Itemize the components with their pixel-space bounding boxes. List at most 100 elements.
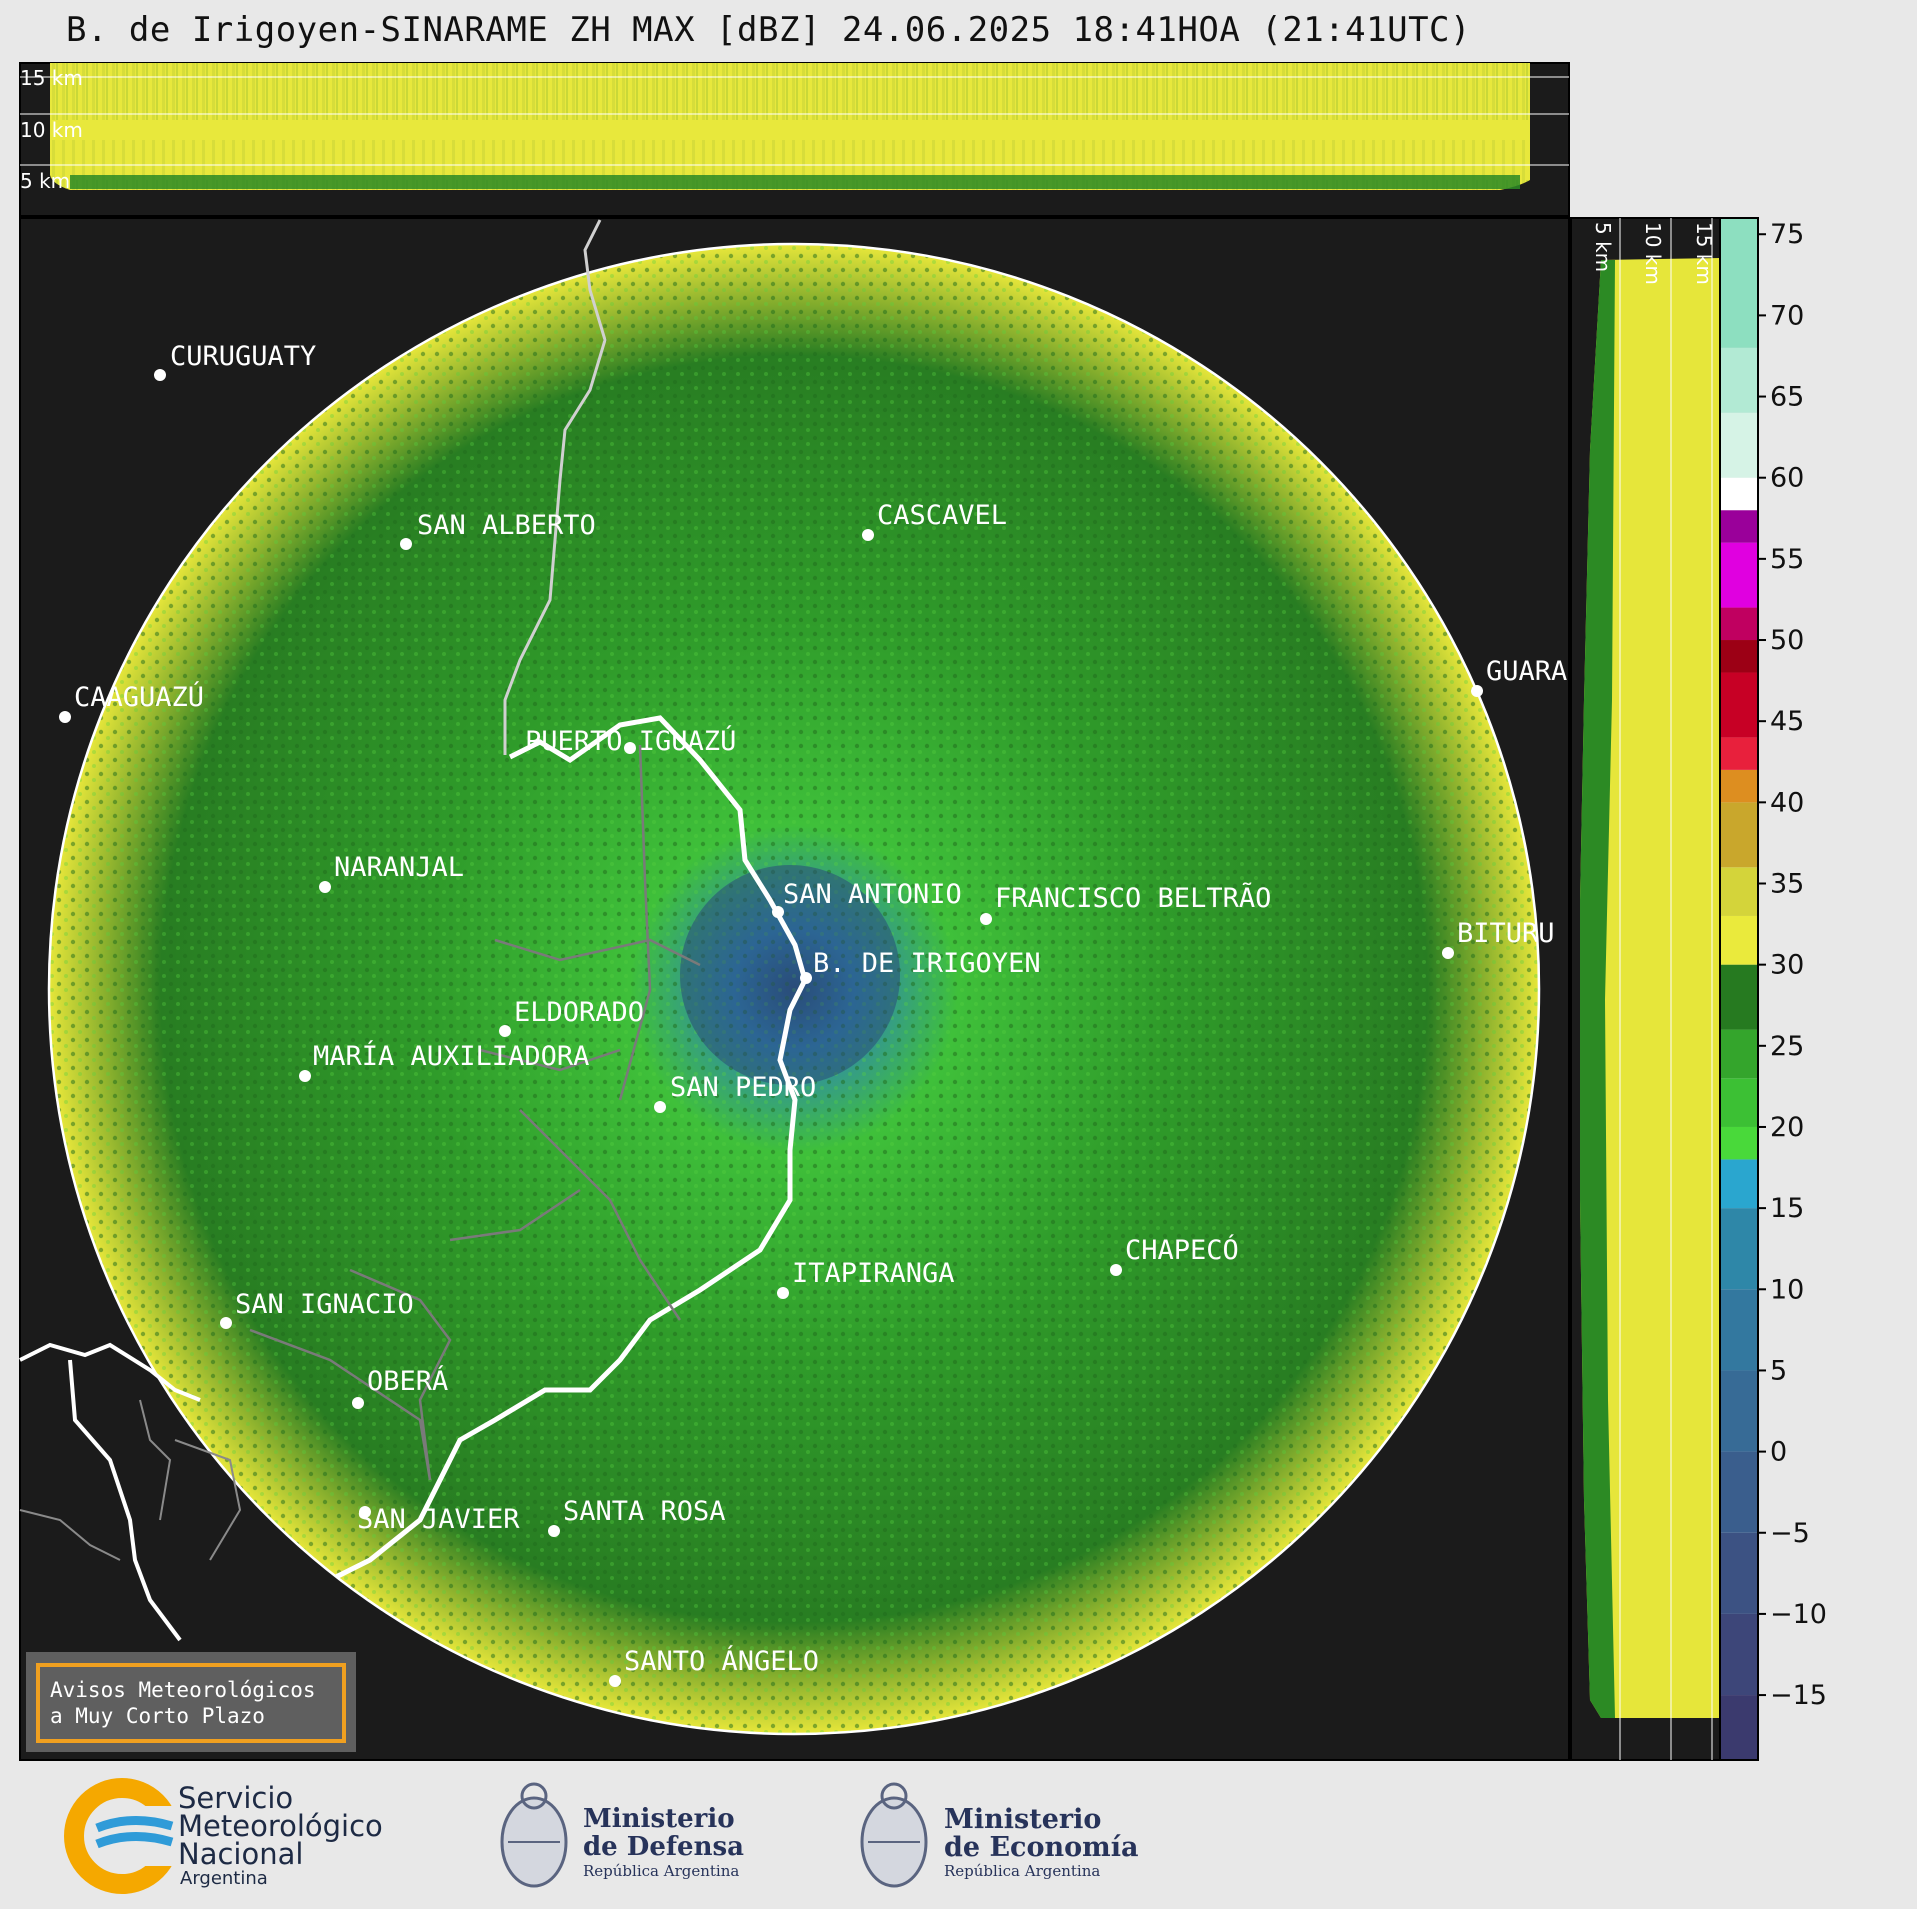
city-label: SAN JAVIER [357,1504,520,1535]
city-marker [499,1025,511,1037]
smn-name-3: Nacional [178,1837,304,1871]
colorbar-tick-label: 50 [1770,625,1804,656]
colorbar-band [1720,1289,1758,1371]
economia-line-1: Ministerio [944,1804,1102,1835]
colorbar-band [1720,347,1758,413]
economia-shield-icon [860,1782,928,1888]
colorbar-tick-label: 40 [1770,787,1804,818]
side-label-15km: 15 km [1692,222,1716,285]
top-panel-low-band [70,175,1520,189]
city-chapeco: CHAPECÓ [1110,1234,1239,1276]
city-marker [352,1397,364,1409]
city-label: SAN PEDRO [670,1072,816,1103]
colorbar-band [1720,1695,1758,1760]
colorbar-tick-label: −10 [1770,1599,1827,1630]
city-label: SAN ANTONIO [783,879,962,910]
city-label: SANTA ROSA [563,1496,726,1527]
defensa-line-1: Ministerio [583,1804,735,1834]
colorbar-tick-label: 35 [1770,868,1804,899]
city-label: CHAPECÓ [1125,1234,1239,1266]
city-marker [609,1675,621,1687]
colorbar-tick-label: 75 [1770,219,1804,250]
city-marker [777,1287,789,1299]
city-marker [220,1317,232,1329]
economia-line-2: de Economía [944,1832,1139,1863]
city-marker [154,369,166,381]
warning-box[interactable]: Avisos Meteorológicos a Muy Corto Plazo [26,1652,356,1752]
city-label: MARÍA AUXILIADORA [313,1040,589,1072]
colorbar-band [1720,1126,1758,1160]
city-itapiranga: ITAPIRANGA [777,1258,955,1299]
warning-line-2: a Muy Corto Plazo [50,1704,265,1728]
colorbar-frame [1719,217,1759,1761]
city-cascavel: CASCAVEL [862,500,1007,541]
warning-line-1: Avisos Meteorológicos [50,1678,316,1702]
colorbar-band [1720,510,1758,543]
city-b-de-irigoyen: B. DE IRIGOYEN [800,948,1041,984]
warning-box-bg [26,1652,356,1752]
top-label-15km: 15 km [20,66,83,90]
colorbar-tick-label: 55 [1770,544,1804,575]
colorbar-tick-label: 20 [1770,1112,1804,1143]
colorbar-band [1720,1159,1758,1209]
city-marker [299,1070,311,1082]
city-label: CURUGUATY [170,341,316,372]
city-marker [1110,1264,1122,1276]
radar-echo-core [680,865,900,1085]
city-san-ignacio: SAN IGNACIO [220,1289,414,1329]
colorbar-band [1720,1451,1758,1533]
colorbar-tick-label: 10 [1770,1274,1804,1305]
outer-department-lines [19,1399,242,1561]
city-label: SAN ALBERTO [417,510,596,541]
colorbar-tick-label: 5 [1770,1355,1787,1386]
colorbar-band [1720,1078,1758,1127]
city-label: BITURU [1457,918,1555,949]
city-san-alberto: SAN ALBERTO [400,510,596,550]
city-label: OBERÁ [367,1365,448,1397]
city-caaguazu: CAAGUAZÚ [59,681,204,723]
country-border-paraguay [503,219,607,755]
colorbar-band [1720,412,1758,478]
colorbar-tick-label: 60 [1770,463,1804,494]
colorbar-tick-label: 25 [1770,1031,1804,1062]
city-marker [654,1101,666,1113]
city-maria-auxiliadora: MARÍA AUXILIADORA [299,1040,589,1082]
colorbar-band [1720,964,1758,1030]
city-marker [400,538,412,550]
city-puerto-iguazu: PUERTO IGUAZÚ [525,725,736,757]
city-bituru: BITURU [1442,918,1555,959]
colorbar-band [1720,1370,1758,1452]
city-marker [359,1506,371,1518]
top-label-10km: 10 km [20,118,83,142]
side-label-10km: 10 km [1641,222,1665,285]
side-panel-low-band [1580,260,1615,1718]
colorbar-band [1720,737,1758,770]
footer: Servicio Meteorológico Nacional Argentin… [0,1762,1917,1909]
city-label: PUERTO IGUAZÚ [525,725,736,757]
colorbar-band [1720,867,1758,916]
page-title: B. de Irigoyen-SINARAME ZH MAX [dBZ] 24.… [66,10,1471,50]
city-label: NARANJAL [334,852,464,883]
city-san-javier: SAN JAVIER [357,1504,520,1535]
defensa-shield-icon [500,1782,568,1888]
city-label: GUARA [1486,656,1567,687]
colorbar-tick-label: 0 [1770,1437,1787,1468]
colorbar-tick-label: 65 [1770,382,1804,413]
colorbar-band [1720,769,1758,803]
city-naranjal: NARANJAL [319,852,464,893]
city-label: ELDORADO [514,997,644,1028]
side-panel-echo [1580,258,1720,1718]
city-marker [862,529,874,541]
colorbar-tick-label: −5 [1770,1518,1810,1549]
radar-range-ring [47,242,1541,1736]
city-san-antonio: SAN ANTONIO [772,879,962,918]
smn-name-4: Argentina [180,1868,268,1889]
city-marker [548,1525,560,1537]
city-marker [980,913,992,925]
colorbar-tick-label: −15 [1770,1680,1827,1711]
top-panel-echo [50,63,1530,190]
city-obera: OBERÁ [352,1365,448,1409]
colorbar-band [1720,1532,1758,1614]
